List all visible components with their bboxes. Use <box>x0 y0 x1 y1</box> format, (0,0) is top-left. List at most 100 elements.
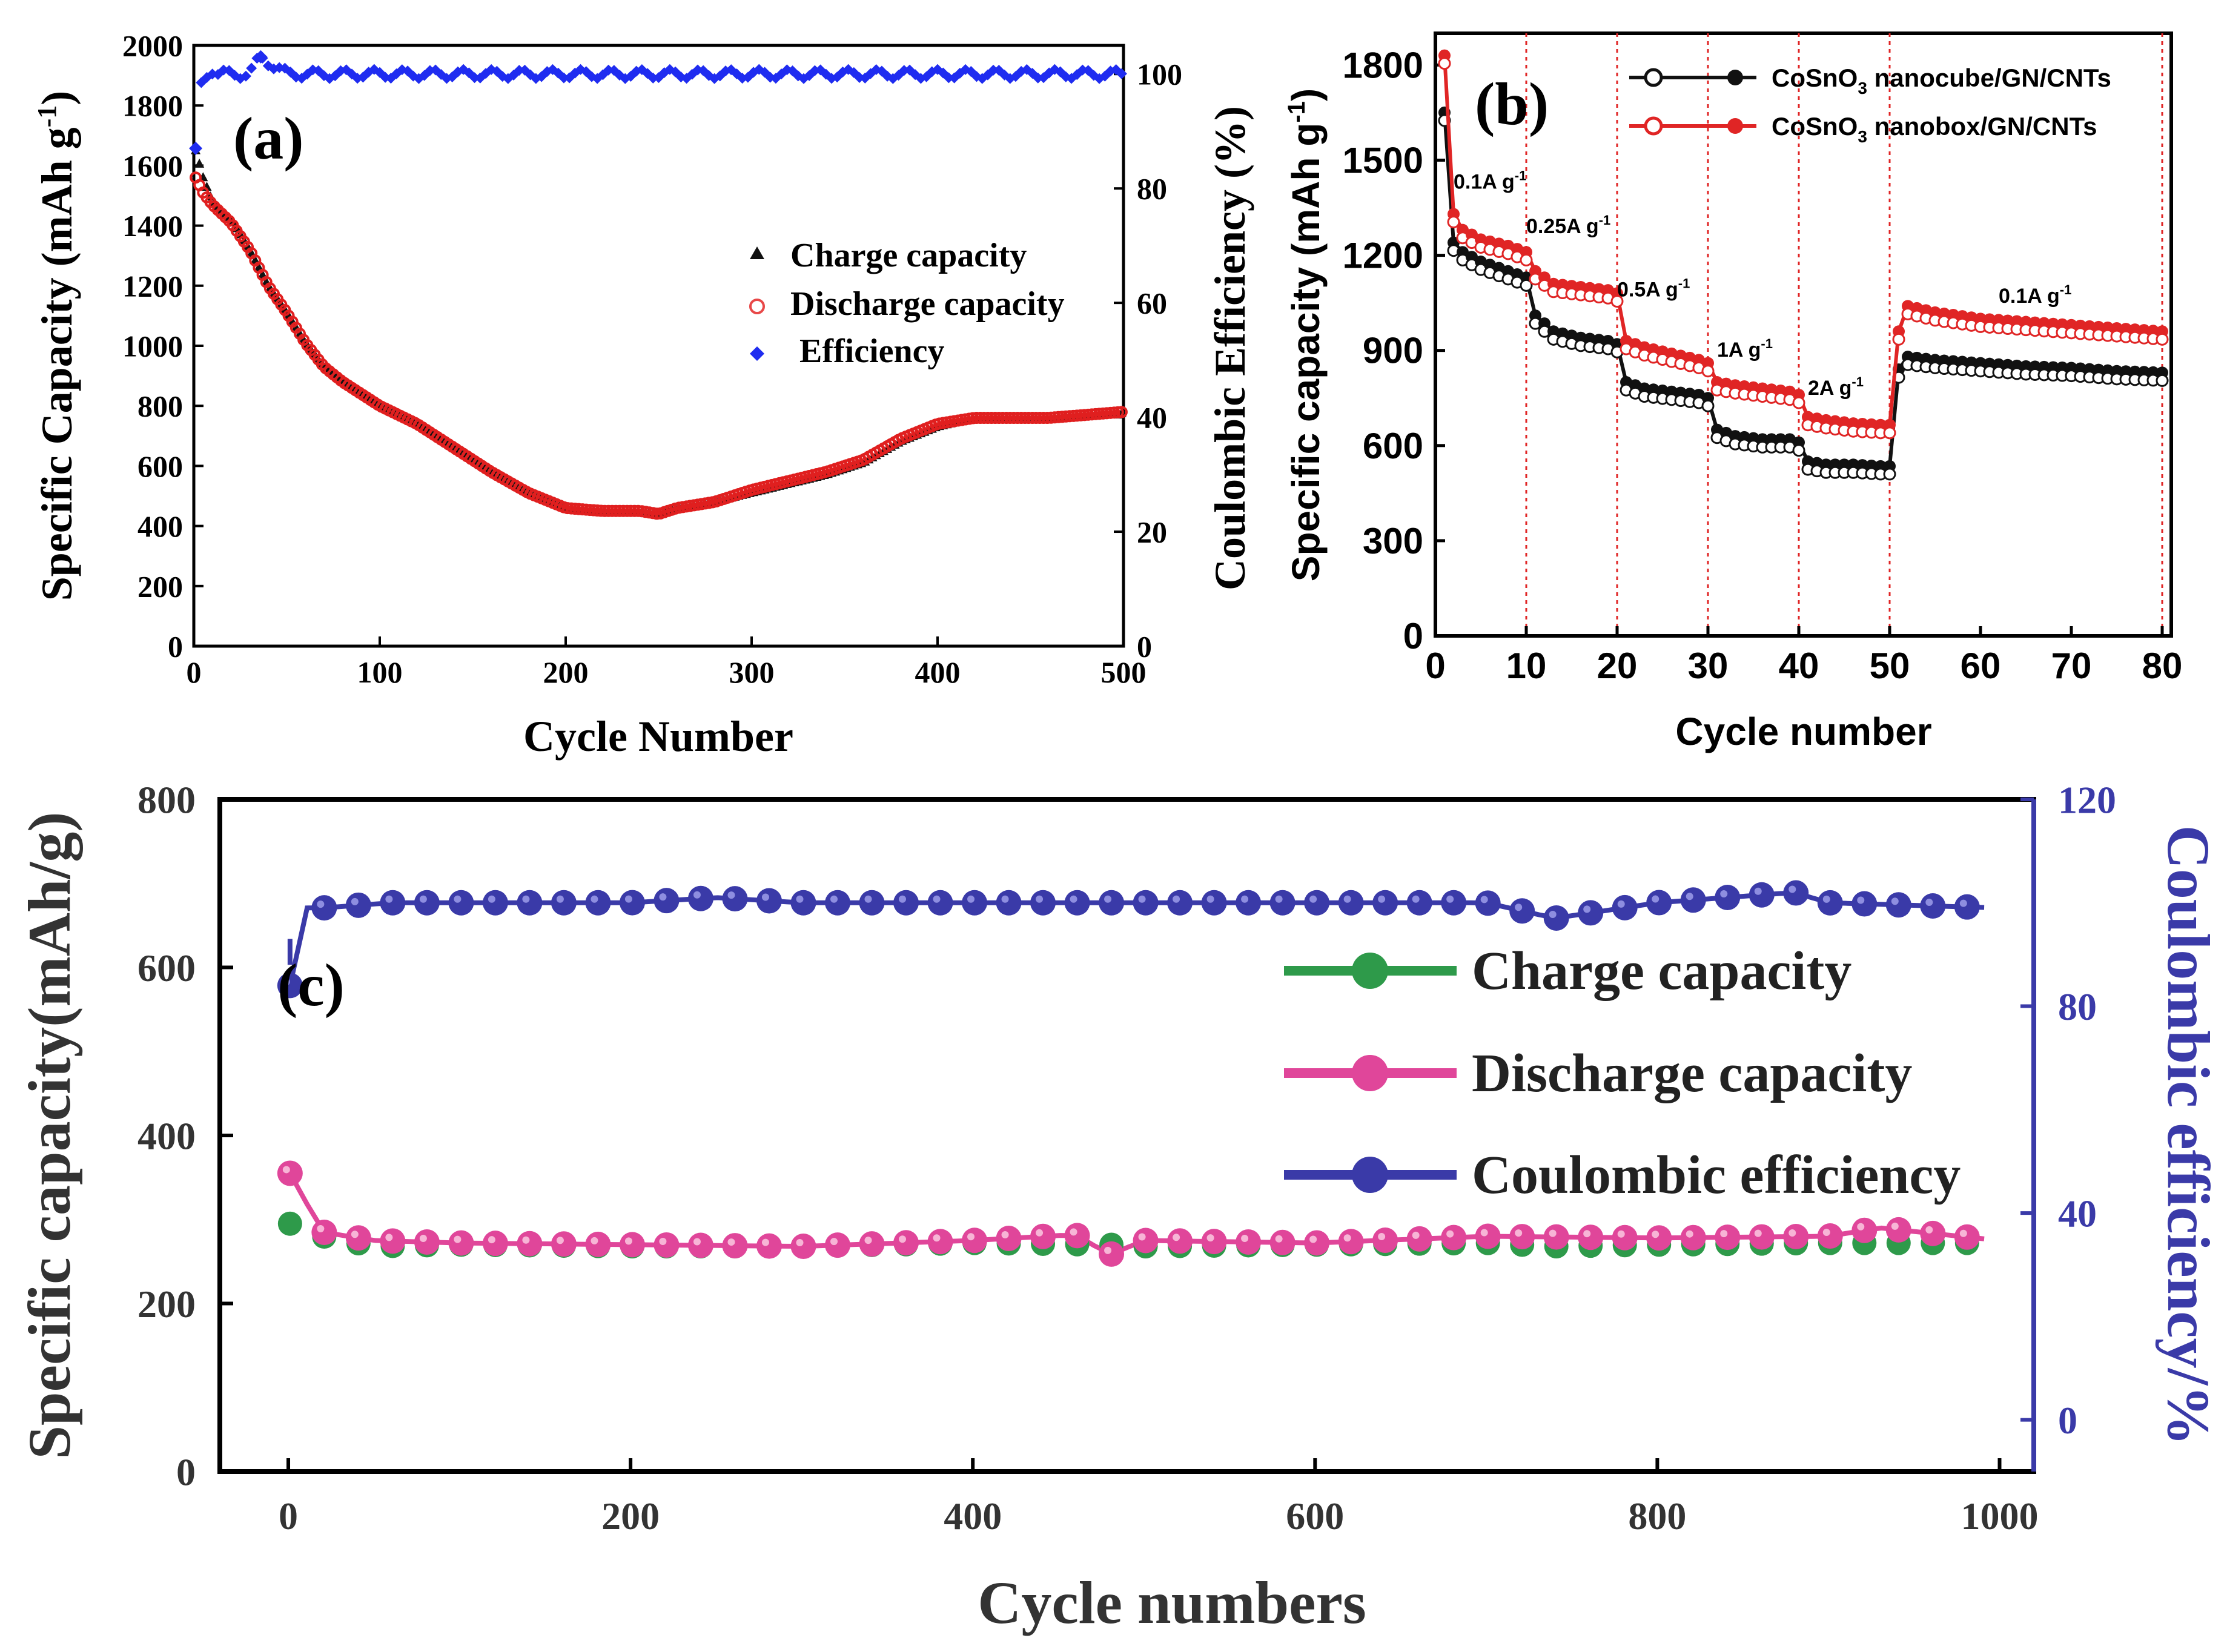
rate-label-text: 0.1A g <box>1454 171 1515 194</box>
y-tick-label: 600 <box>137 449 183 483</box>
discharge-capacity-highlight <box>1343 1234 1351 1242</box>
discharge-capacity-highlight <box>317 1225 325 1233</box>
panel-a-frame <box>192 44 1125 648</box>
y-tick-label: 1400 <box>122 209 183 243</box>
discharge-capacity-point <box>1015 412 1028 425</box>
panel-a-ticks: 0 100 200 300 400 500020040060080010001200140… <box>122 29 1182 690</box>
efficiency-point <box>552 67 564 79</box>
discharge-capacity-point <box>859 1231 885 1257</box>
efficiency-point <box>1749 882 1775 908</box>
panel-b-ticks: 0 10 20 30 40 50 60 70 80 0 300 600 900 1200 1500 1800 <box>1343 45 2183 686</box>
y-tick-label: 1500 <box>1343 140 1423 180</box>
legend-b-cube-filled-marker <box>1727 70 1743 85</box>
rate-label-text: 1A g <box>1717 339 1761 362</box>
panel-a: 0 100 200 300 400 500020040060080010001200140… <box>32 29 1254 761</box>
discharge-capacity-point <box>1543 1224 1569 1250</box>
y2-tick-label: 40 <box>1137 401 1167 435</box>
discharge-capacity-highlight <box>624 1237 632 1245</box>
discharge-capacity-point <box>927 1229 953 1255</box>
efficiency-point <box>290 71 302 83</box>
x-tick-label: 10 <box>1506 646 1547 686</box>
y2-tick-label: 60 <box>1137 286 1167 320</box>
efficiency-highlight <box>1686 893 1693 900</box>
efficiency-highlight <box>1857 896 1865 904</box>
discharge-capacity-highlight <box>796 1239 804 1247</box>
efficiency-point <box>709 73 720 84</box>
efficiency-highlight <box>1789 885 1796 893</box>
efficiency-highlight <box>1104 895 1112 903</box>
discharge-capacity-point <box>985 412 998 425</box>
efficiency-highlight <box>1515 904 1523 911</box>
efficiency-point <box>345 892 371 918</box>
discharge-capacity-point <box>609 504 622 517</box>
discharge-capacity-point <box>687 1232 713 1258</box>
legend-b-box-pre: CoSnO <box>1772 112 1858 140</box>
nanobox-open-point <box>1883 426 1896 440</box>
x-tick-label: 40 <box>1779 646 1819 686</box>
efficiency-highlight <box>864 895 872 903</box>
x-tick-label: 0 <box>187 655 202 689</box>
rate-label-sup: -1 <box>1515 168 1527 183</box>
discharge-capacity-highlight <box>522 1236 530 1244</box>
y-tick-label: 800 <box>137 389 183 423</box>
discharge-capacity-point <box>978 412 990 425</box>
nanobox-open-point <box>1447 216 1460 229</box>
efficiency-point <box>585 890 611 916</box>
efficiency-point <box>1885 892 1911 918</box>
y-tick-label: 600 <box>1363 426 1423 466</box>
x-tick-label: 400 <box>915 655 961 689</box>
efficiency-point <box>619 890 645 916</box>
discharge-capacity-point <box>1578 1224 1604 1251</box>
efficiency-highlight <box>556 895 564 903</box>
efficiency-highlight <box>488 895 495 903</box>
discharge-capacity-point <box>1920 1220 1946 1246</box>
discharge-capacity-highlight <box>1446 1230 1454 1238</box>
legend-c-discharge-label: Discharge capacity <box>1472 1043 1912 1103</box>
efficiency-point <box>1372 890 1398 916</box>
legend-b-cube-pre: CoSnO <box>1772 64 1858 92</box>
discharge-capacity-highlight <box>967 1233 975 1241</box>
rate-label: 0.1A g-1 <box>1999 282 2071 308</box>
discharge-capacity-highlight <box>1617 1230 1625 1238</box>
discharge-capacity-point <box>893 1230 919 1256</box>
efficiency-highlight <box>1925 898 1933 906</box>
efficiency-highlight <box>1822 895 1830 903</box>
y-tick-label: 1800 <box>1343 45 1423 85</box>
legend-b-cube-post: nanocube/GN/CNTs <box>1867 64 2111 92</box>
efficiency-highlight <box>1173 895 1180 903</box>
panel-b-frame <box>1434 31 2173 638</box>
discharge-capacity-point <box>993 412 1005 425</box>
efficiency-point <box>790 890 816 916</box>
efficiency-point <box>1612 894 1638 920</box>
discharge-capacity-point <box>1236 1229 1262 1255</box>
legend-b-box-post: nanobox/GN/CNTs <box>1867 112 2097 140</box>
efficiency-highlight <box>1617 900 1625 908</box>
efficiency-point <box>189 142 203 156</box>
efficiency-highlight <box>419 895 427 903</box>
discharge-capacity-point <box>598 504 611 517</box>
discharge-capacity-point <box>585 1231 611 1257</box>
discharge-capacity-highlight <box>1754 1229 1762 1237</box>
legend-b-cube-open-marker <box>1644 68 1663 87</box>
discharge-capacity-point <box>1680 1224 1706 1251</box>
discharge-capacity-highlight <box>693 1238 701 1246</box>
efficiency-point <box>1851 891 1878 917</box>
panel-a-legend: Charge capacity Discharge capacity Effic… <box>749 237 1065 370</box>
discharge-capacity-highlight <box>1138 1233 1146 1241</box>
efficiency-point <box>1338 890 1364 916</box>
efficiency-highlight <box>1480 896 1488 904</box>
legend-a-efficiency-label: Efficiency <box>799 332 944 370</box>
efficiency-highlight <box>1412 895 1420 903</box>
discharge-capacity-highlight <box>1720 1230 1728 1238</box>
discharge-capacity-highlight <box>1549 1229 1557 1237</box>
discharge-capacity-highlight <box>1001 1231 1009 1239</box>
efficiency-highlight <box>385 895 393 903</box>
efficiency-point <box>824 890 850 916</box>
efficiency-point <box>1646 890 1672 916</box>
discharge-capacity-point <box>414 1229 440 1255</box>
y2-tick-label: 40 <box>2058 1192 2097 1235</box>
efficiency-point <box>938 67 949 79</box>
discharge-capacity-point <box>970 412 983 425</box>
discharge-capacity-highlight <box>488 1236 495 1244</box>
discharge-capacity-highlight <box>591 1237 598 1244</box>
